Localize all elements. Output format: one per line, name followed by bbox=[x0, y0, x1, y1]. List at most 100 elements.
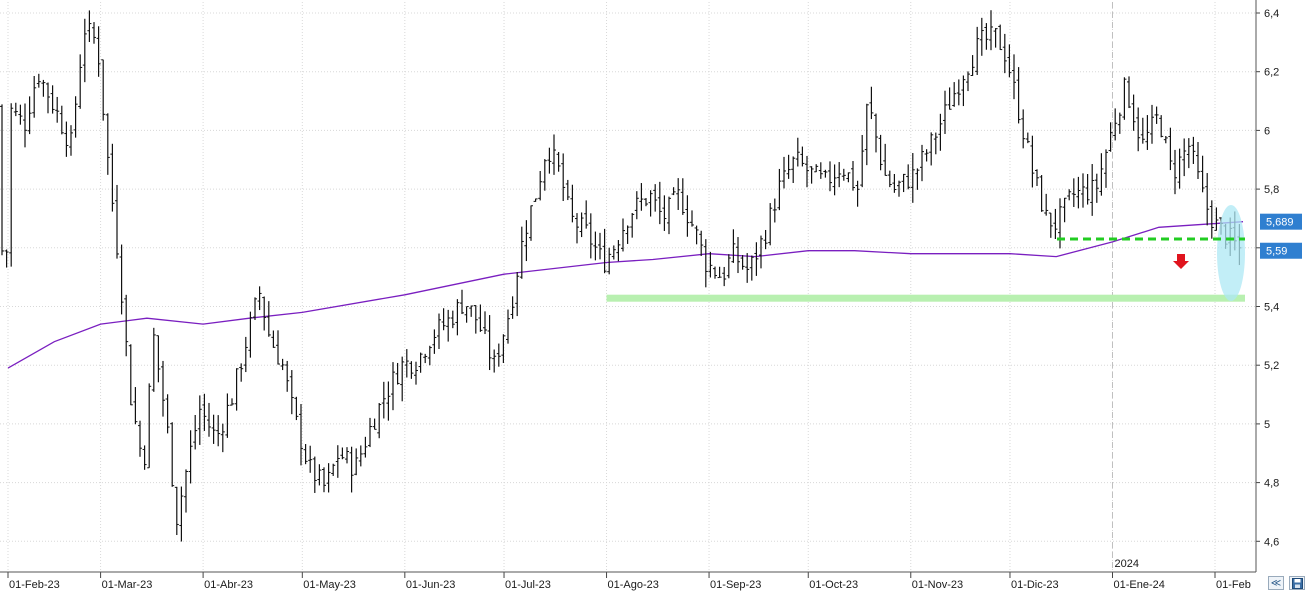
ohlc-bar bbox=[699, 230, 704, 256]
ohlc-bar bbox=[243, 336, 248, 373]
ohlc-bar bbox=[64, 121, 69, 157]
x-tick-label: 01-Nov-23 bbox=[912, 579, 963, 591]
ohlc-bar bbox=[211, 414, 216, 444]
ohlc-bar bbox=[754, 242, 759, 276]
ohlc-bar bbox=[285, 360, 290, 392]
ohlc-bar bbox=[432, 329, 437, 354]
ohlc-bar bbox=[593, 231, 598, 261]
ohlc-bar bbox=[1108, 122, 1113, 152]
ohlc-bar bbox=[565, 179, 570, 201]
ohlc-bar bbox=[782, 156, 786, 189]
ohlc-bar bbox=[133, 387, 138, 425]
ohlc-bar bbox=[607, 247, 612, 275]
ohlc-bar bbox=[234, 368, 239, 411]
ohlc-bar bbox=[1122, 77, 1127, 120]
ohlc-bar bbox=[119, 244, 124, 315]
ohlc-bar bbox=[138, 420, 142, 457]
ohlc-bar bbox=[1140, 117, 1145, 144]
ohlc-bar bbox=[998, 24, 1003, 51]
x-tick-label: 01-Feb bbox=[1216, 579, 1251, 591]
ohlc-bar bbox=[1071, 178, 1076, 207]
ohlc-bar bbox=[864, 103, 869, 166]
ohlc-bar bbox=[542, 159, 547, 191]
grid bbox=[0, 2, 1256, 572]
ohlc-bar bbox=[924, 149, 929, 162]
ohlc-bar bbox=[763, 229, 768, 250]
ohlc-bar bbox=[441, 308, 446, 331]
ohlc-bar bbox=[1209, 200, 1214, 239]
floppy-disk-icon bbox=[1291, 577, 1303, 589]
ohlc-bar bbox=[575, 213, 579, 244]
ohlc-bar bbox=[621, 218, 625, 252]
ohlc-bar bbox=[372, 418, 377, 430]
ohlc-bar bbox=[630, 213, 635, 238]
ohlc-bar bbox=[358, 445, 363, 467]
ma-value-label: 5,689 bbox=[1266, 217, 1294, 229]
ohlc-bar bbox=[805, 155, 809, 188]
ohlc-bar bbox=[220, 423, 225, 453]
ohlc-bar bbox=[662, 195, 667, 231]
ohlc-bar bbox=[786, 154, 791, 179]
ohlc-bar bbox=[142, 445, 147, 470]
ohlc-bar bbox=[625, 225, 630, 244]
ohlc-bar bbox=[368, 417, 372, 448]
x-tick-label: 01-Abr-23 bbox=[204, 579, 253, 591]
ohlc-bar bbox=[736, 237, 740, 274]
ohlc-bar bbox=[933, 132, 938, 155]
ohlc-bar bbox=[27, 96, 32, 135]
ohlc-bar bbox=[460, 289, 464, 315]
ohlc-bar bbox=[170, 422, 175, 487]
support-band-layer bbox=[606, 294, 1245, 302]
ohlc-bar bbox=[529, 205, 533, 241]
ohlc-bar bbox=[777, 168, 782, 211]
ohlc-bar bbox=[225, 393, 230, 438]
down-arrow-icon bbox=[1173, 254, 1189, 269]
ohlc-bar bbox=[165, 394, 170, 434]
ohlc-bar bbox=[46, 82, 50, 114]
save-chart-button[interactable] bbox=[1289, 576, 1305, 590]
ohlc-bar bbox=[703, 239, 708, 288]
ohlc-bar bbox=[860, 134, 865, 188]
ohlc-bar bbox=[772, 198, 777, 223]
ohlc-bar bbox=[409, 361, 414, 379]
x-tick-label: 01-Mar-23 bbox=[102, 579, 153, 591]
ohlc-bar bbox=[561, 153, 566, 202]
ohlc-bar bbox=[395, 362, 400, 385]
ohlc-bar bbox=[708, 251, 713, 278]
ohlc-bar bbox=[1012, 54, 1016, 100]
ohlc-bar bbox=[800, 146, 805, 167]
ohlc-bar bbox=[36, 73, 41, 88]
x-tick-label: 01-Oct-23 bbox=[809, 579, 858, 591]
ohlc-bar bbox=[496, 343, 501, 367]
ohlc-bar bbox=[266, 301, 271, 337]
ohlc-bar bbox=[644, 198, 648, 207]
ohlc-bar bbox=[326, 463, 331, 493]
ohlc-bar bbox=[556, 152, 561, 172]
ohlc-bar bbox=[239, 363, 244, 382]
ohlc-bar bbox=[726, 254, 731, 279]
ohlc-bar bbox=[722, 266, 727, 287]
ohlc-bar bbox=[349, 446, 354, 493]
ohlc-bar bbox=[667, 196, 671, 235]
ohlc-bar bbox=[147, 383, 152, 469]
year-marker-label: 2024 bbox=[1114, 558, 1138, 570]
ohlc-bar bbox=[515, 271, 520, 317]
ohlc-bar bbox=[887, 170, 892, 188]
ohlc-bar bbox=[23, 103, 27, 148]
ohlc-bar bbox=[1002, 33, 1007, 74]
ohlc-bar bbox=[0, 104, 4, 256]
ohlc-bar bbox=[611, 245, 616, 260]
fit-chart-button[interactable]: ≪ bbox=[1268, 576, 1284, 590]
ohlc-bar bbox=[381, 381, 386, 419]
x-tick-label: 01-May-23 bbox=[303, 579, 356, 591]
ohlc-bar bbox=[671, 187, 676, 196]
ohlc-bar bbox=[1127, 76, 1131, 109]
ohlc-bar bbox=[759, 235, 763, 269]
ohlc-bar bbox=[1062, 197, 1067, 223]
ohlc-bar bbox=[956, 79, 961, 106]
ohlc-bar bbox=[478, 304, 483, 332]
ohlc-bar bbox=[952, 82, 957, 107]
ohlc-bar bbox=[1214, 207, 1219, 231]
ohlc-bar bbox=[317, 464, 322, 486]
ohlc-bar bbox=[1196, 141, 1200, 179]
